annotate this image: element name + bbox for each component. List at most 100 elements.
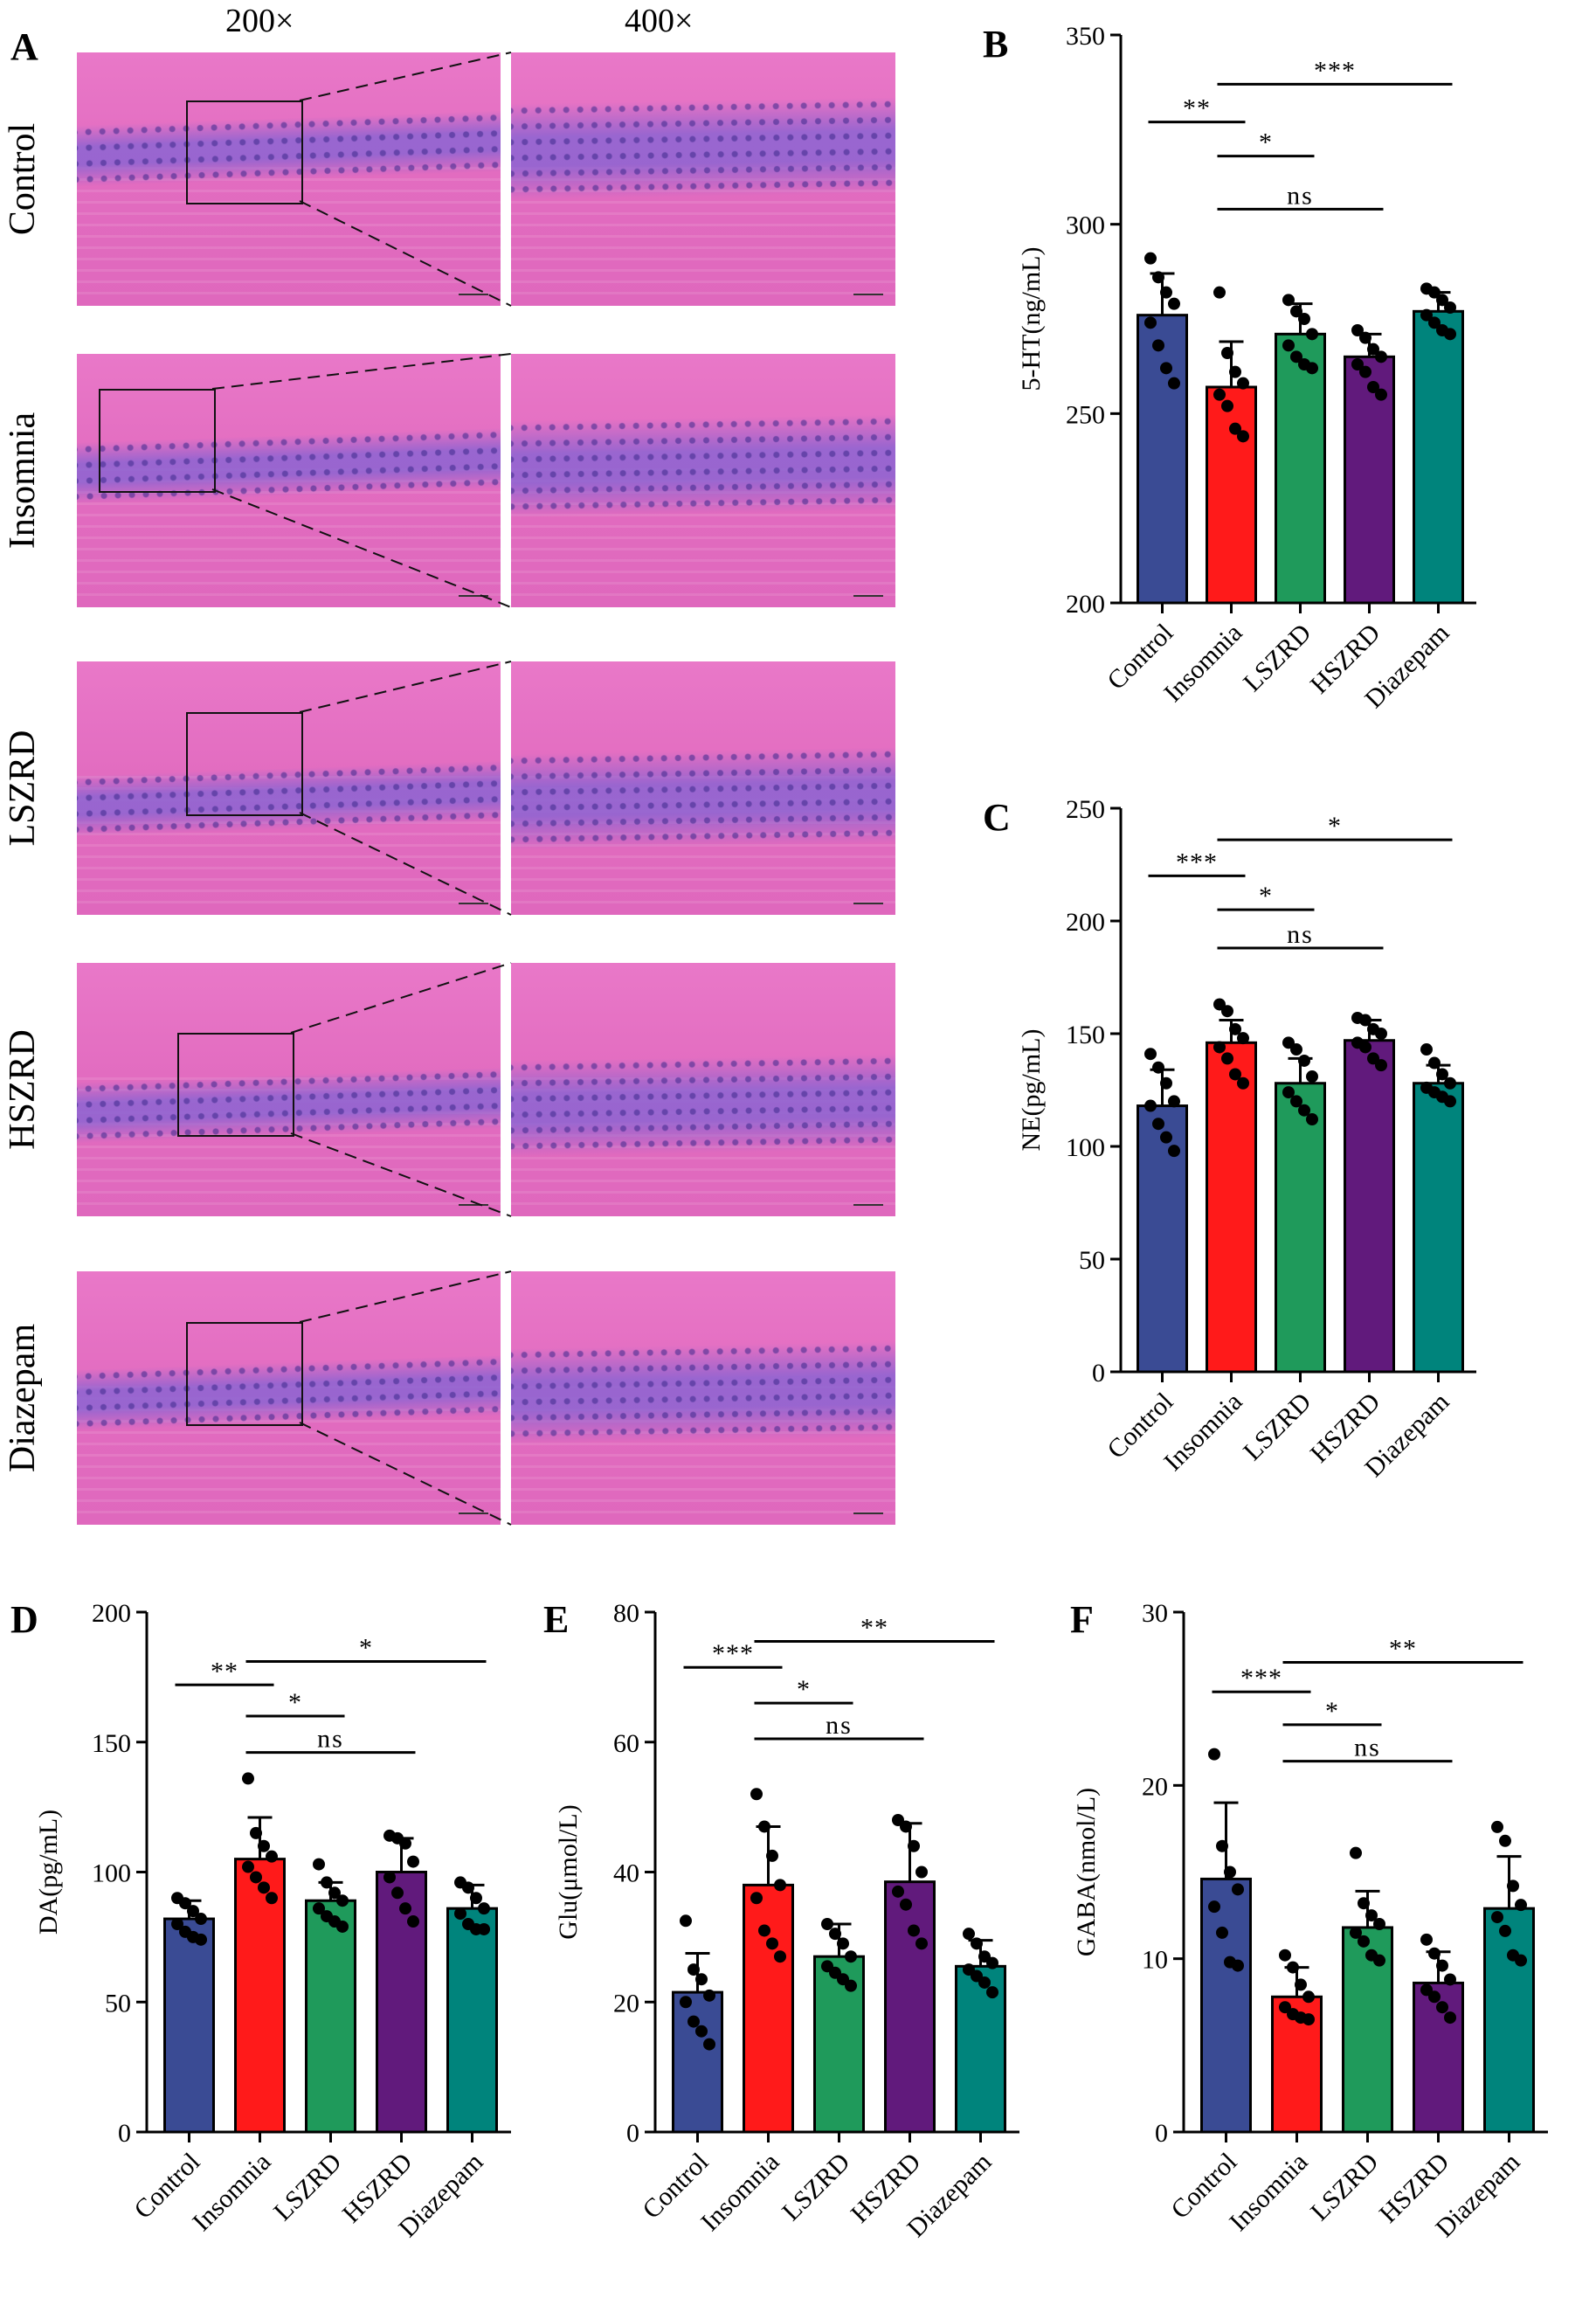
data-point <box>1224 1866 1236 1879</box>
data-point <box>1168 1095 1180 1108</box>
data-point <box>1375 350 1387 363</box>
data-point <box>266 1850 278 1863</box>
significance-label: * <box>288 1688 302 1717</box>
data-point <box>908 1924 920 1937</box>
data-point <box>1282 339 1295 352</box>
x-tick-label-insomnia: Insomnia <box>1158 619 1247 708</box>
significance-label: * <box>359 1634 373 1663</box>
data-point <box>1229 1022 1241 1035</box>
data-point <box>821 1918 833 1930</box>
data-point <box>195 1913 207 1926</box>
histology-image-control-400x <box>511 52 895 306</box>
bar-diazepam <box>1483 1907 1535 2134</box>
data-point <box>687 1963 700 1976</box>
data-point <box>1444 1076 1456 1090</box>
data-point <box>1359 1014 1371 1027</box>
y-tick-label: 200 <box>1066 908 1105 937</box>
data-point <box>1213 388 1226 401</box>
data-point <box>1373 1954 1385 1967</box>
scale-bar <box>459 595 488 597</box>
data-point <box>1160 286 1172 299</box>
data-point <box>1420 308 1433 322</box>
bar-insomnia <box>743 1883 794 2134</box>
data-point <box>1208 1900 1220 1914</box>
data-point <box>1491 1820 1503 1833</box>
data-point <box>1229 1068 1241 1081</box>
bar-control <box>672 1990 723 2134</box>
data-point <box>687 2015 700 2028</box>
zoom-region-box <box>177 1033 294 1137</box>
data-point <box>1428 1990 1441 2004</box>
data-point <box>1491 1911 1503 1924</box>
data-point <box>1306 1070 1318 1083</box>
y-tick-label: 150 <box>1066 1021 1105 1049</box>
zoom-connector-line <box>299 1422 512 1526</box>
data-point <box>1359 1041 1371 1054</box>
scale-bar <box>853 294 883 295</box>
data-point <box>703 1989 715 2002</box>
data-point <box>1229 365 1241 378</box>
data-point <box>915 1937 928 1950</box>
data-point <box>774 1950 786 1963</box>
data-point <box>1302 2013 1315 2026</box>
zoom-connector-line <box>290 962 512 1034</box>
zoom-connector-line <box>211 488 512 608</box>
data-point <box>900 1898 912 1911</box>
data-point <box>1444 1973 1456 1986</box>
data-point <box>1237 1076 1249 1090</box>
data-point <box>703 2038 715 2051</box>
bar-control <box>1137 314 1188 605</box>
data-point <box>971 1937 983 1950</box>
data-point <box>1428 286 1441 299</box>
data-point <box>1290 305 1302 318</box>
bar-insomnia <box>234 1858 286 2134</box>
data-point <box>1282 294 1295 307</box>
data-point <box>1420 1043 1433 1056</box>
chart-c: C050100150200250NE(pg/mL)ControlInsomnia… <box>983 795 1476 1483</box>
chart-d: D050100150200DA(pg/mL)ControlInsomniaLSZ… <box>10 1598 511 2243</box>
histology-image-hszrd-200x <box>77 963 501 1216</box>
data-point <box>1279 1949 1291 1962</box>
x-tick-label-insomnia: Insomnia <box>1224 2148 1313 2237</box>
data-point <box>1160 1076 1172 1090</box>
y-tick-label: 100 <box>92 1859 131 1888</box>
x-tick-label-lszrd: LSZRD <box>1238 619 1317 698</box>
data-point <box>1144 252 1157 265</box>
zoom-region-box <box>99 389 216 493</box>
y-tick-label: 150 <box>92 1729 131 1758</box>
significance-label: *** <box>1314 56 1356 85</box>
data-point <box>454 1907 466 1921</box>
data-point <box>1295 1978 1307 1991</box>
data-point <box>1367 381 1379 393</box>
data-point <box>1302 1990 1315 2004</box>
data-point <box>829 1928 841 1941</box>
data-point <box>1152 1061 1164 1074</box>
data-point <box>1428 1056 1441 1069</box>
histology-image-control-200x <box>77 52 501 306</box>
data-point <box>695 1973 708 1986</box>
histology-image-hszrd-400x <box>511 963 895 1216</box>
bar-diazepam <box>1413 1082 1464 1374</box>
data-point <box>774 1879 786 1892</box>
data-point <box>313 1858 325 1871</box>
x-tick-label-lszrd: LSZRD <box>1305 2148 1385 2227</box>
bar-diazepam <box>446 1907 498 2134</box>
panel-letter-a: A <box>10 25 38 68</box>
data-point <box>766 1849 778 1862</box>
zoom-region-box <box>186 1322 303 1426</box>
histology-image-diazepam-200x <box>77 1271 501 1525</box>
x-tick-label-insomnia: Insomnia <box>695 2148 784 2237</box>
data-point <box>1373 1918 1385 1930</box>
significance-label: ns <box>317 1725 344 1754</box>
data-point <box>1279 2001 1291 2014</box>
data-point <box>1168 297 1180 310</box>
data-point <box>1221 1005 1233 1018</box>
bar-lszrd <box>305 1899 356 2134</box>
data-point <box>845 1950 857 1963</box>
significance-label: ** <box>1389 1635 1417 1664</box>
zoom-connector-line <box>290 1132 512 1217</box>
y-tick-label: 0 <box>118 2119 131 2148</box>
y-tick-label: 300 <box>1066 211 1105 240</box>
significance-label: ns <box>1287 181 1314 210</box>
y-tick-label: 0 <box>626 2119 639 2148</box>
